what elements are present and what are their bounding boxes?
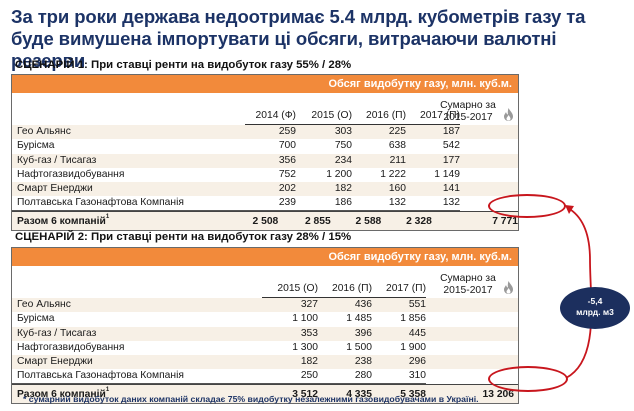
flame-icon (504, 108, 513, 121)
sum-header: Сумарно за 2015-2017 (440, 100, 496, 123)
total-row: Разом 6 компаній1 3 512 4 335 5 358 13 2… (12, 383, 518, 403)
table-row: Куб-газ / Тисагаз 353 396 445 (12, 326, 518, 341)
col-header: 2017 (П) (372, 283, 426, 298)
table-row: Бурісма 1 100 1 485 1 856 (12, 312, 518, 327)
table-row: Полтавська Газонафтова Компанія 250 280 310 (12, 369, 518, 384)
table-row: Смарт Енерджи 182 238 296 (12, 355, 518, 370)
difference-badge: -5,4 млрд. м3 (560, 287, 630, 329)
table-row: Нафтогазвидобування 752 1 200 1 222 1 149 (12, 167, 518, 183)
total-sum: 7 771 (492, 215, 518, 227)
scenario1-rows: Гео Альянс 259 303 225 187 Бурісма 700 750 638 5… (12, 125, 518, 211)
table-row: Нафтогазвидобування 1 300 1 500 1 900 (12, 340, 518, 356)
col-header: 2017 (П) (406, 110, 460, 125)
total-sum: 13 206 (482, 388, 515, 400)
highlight-oval-scenario1 (488, 194, 566, 218)
scenario1-label: СЦЕНАРІЙ 1: При ставці ренти на видобуто… (15, 59, 352, 71)
col-header: 2016 (П) (318, 283, 372, 298)
footnote: * сумарний видобуток даних компаній скла… (23, 394, 479, 404)
scenario2-header-bar: Обсяг видобутку газу, млн. куб.м. (12, 248, 518, 266)
table-row: Смарт Енерджи 202 182 160 141 (12, 182, 518, 197)
col-header: 2015 (О) (262, 283, 318, 298)
table-row: Гео Альянс 259 303 225 187 (12, 125, 518, 140)
scenario1-table: Обсяг видобутку газу, млн. куб.м. 2014 (… (11, 74, 519, 231)
highlight-oval-scenario2 (488, 366, 568, 392)
scenario1-column-headers: 2014 (Ф) 2015 (О) 2016 (П) 2017 (П) Сума… (12, 93, 518, 125)
scenario2-column-headers: 2015 (О) 2016 (П) 2017 (П) Сумарно за 20… (12, 266, 518, 298)
table-row: Полтавська Газонафтова Компанія 239 186 132… (12, 196, 518, 211)
scenario2-table: Обсяг видобутку газу, млн. куб.м. 2015 (… (11, 247, 519, 404)
table-row: Гео Альянс 327 436 551 (12, 298, 518, 313)
col-header: 2014 (Ф) (245, 110, 296, 125)
sum-header: Сумарно за 2015-2017 (440, 273, 496, 296)
table-row: Куб-газ / Тисагаз 356 234 211 177 (12, 153, 518, 168)
scenario1-header-bar: Обсяг видобутку газу, млн. куб.м. (12, 75, 518, 93)
total-row: Разом 6 компаній1 2 508 2 855 2 588 2 32… (12, 210, 518, 230)
table-row: Бурісма 700 750 638 542 (12, 139, 518, 154)
scenario2-rows: Гео Альянс 327 436 551 Бурісма 1 100 1 485 1 8… (12, 298, 518, 384)
page-title: За три роки держава недоотримає 5.4 млрд… (11, 6, 586, 71)
flame-icon (504, 281, 513, 294)
col-header: 2016 (П) (352, 110, 406, 125)
scenario2-label: СЦЕНАРІЙ 2: При ставці ренти на видобуто… (15, 231, 352, 243)
col-header: 2015 (О) (296, 110, 352, 125)
